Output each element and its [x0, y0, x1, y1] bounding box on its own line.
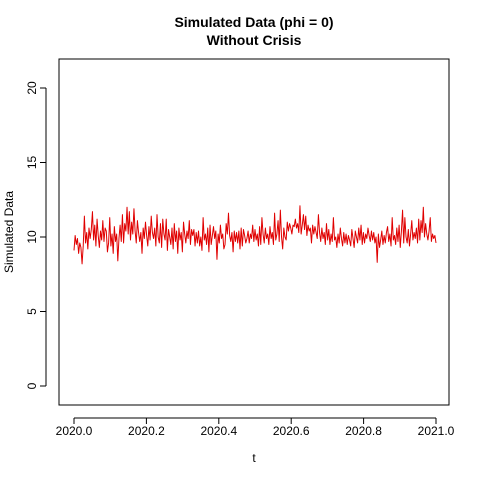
- y-tick-label: 20: [25, 81, 39, 95]
- y-tick-label: 5: [25, 308, 39, 315]
- x-tick-label: 2020.4: [200, 424, 237, 438]
- y-tick-label: 0: [25, 382, 39, 389]
- y-tick-label: 10: [25, 230, 39, 244]
- x-tick-label: 2020.6: [273, 424, 310, 438]
- y-tick-label: 15: [25, 156, 39, 170]
- plot-frame: [58, 58, 450, 406]
- x-axis-label: t: [252, 451, 256, 465]
- y-axis: 0 5 10 15 20: [25, 81, 47, 389]
- series-line-0: [73, 205, 437, 265]
- series-layer: [73, 205, 437, 265]
- x-axis: 2020.0 2020.2 2020.4 2020.6 2020.8 2021.0: [56, 417, 455, 438]
- y-axis-label: Simulated Data: [2, 191, 16, 273]
- x-tick-label: 2020.0: [56, 424, 93, 438]
- x-tick-label: 2020.8: [345, 424, 382, 438]
- x-tick-label: 2021.0: [418, 424, 455, 438]
- x-tick-label: 2020.2: [128, 424, 165, 438]
- chart-subtitle: Without Crisis: [207, 32, 302, 48]
- chart-title: Simulated Data (phi = 0): [174, 14, 333, 30]
